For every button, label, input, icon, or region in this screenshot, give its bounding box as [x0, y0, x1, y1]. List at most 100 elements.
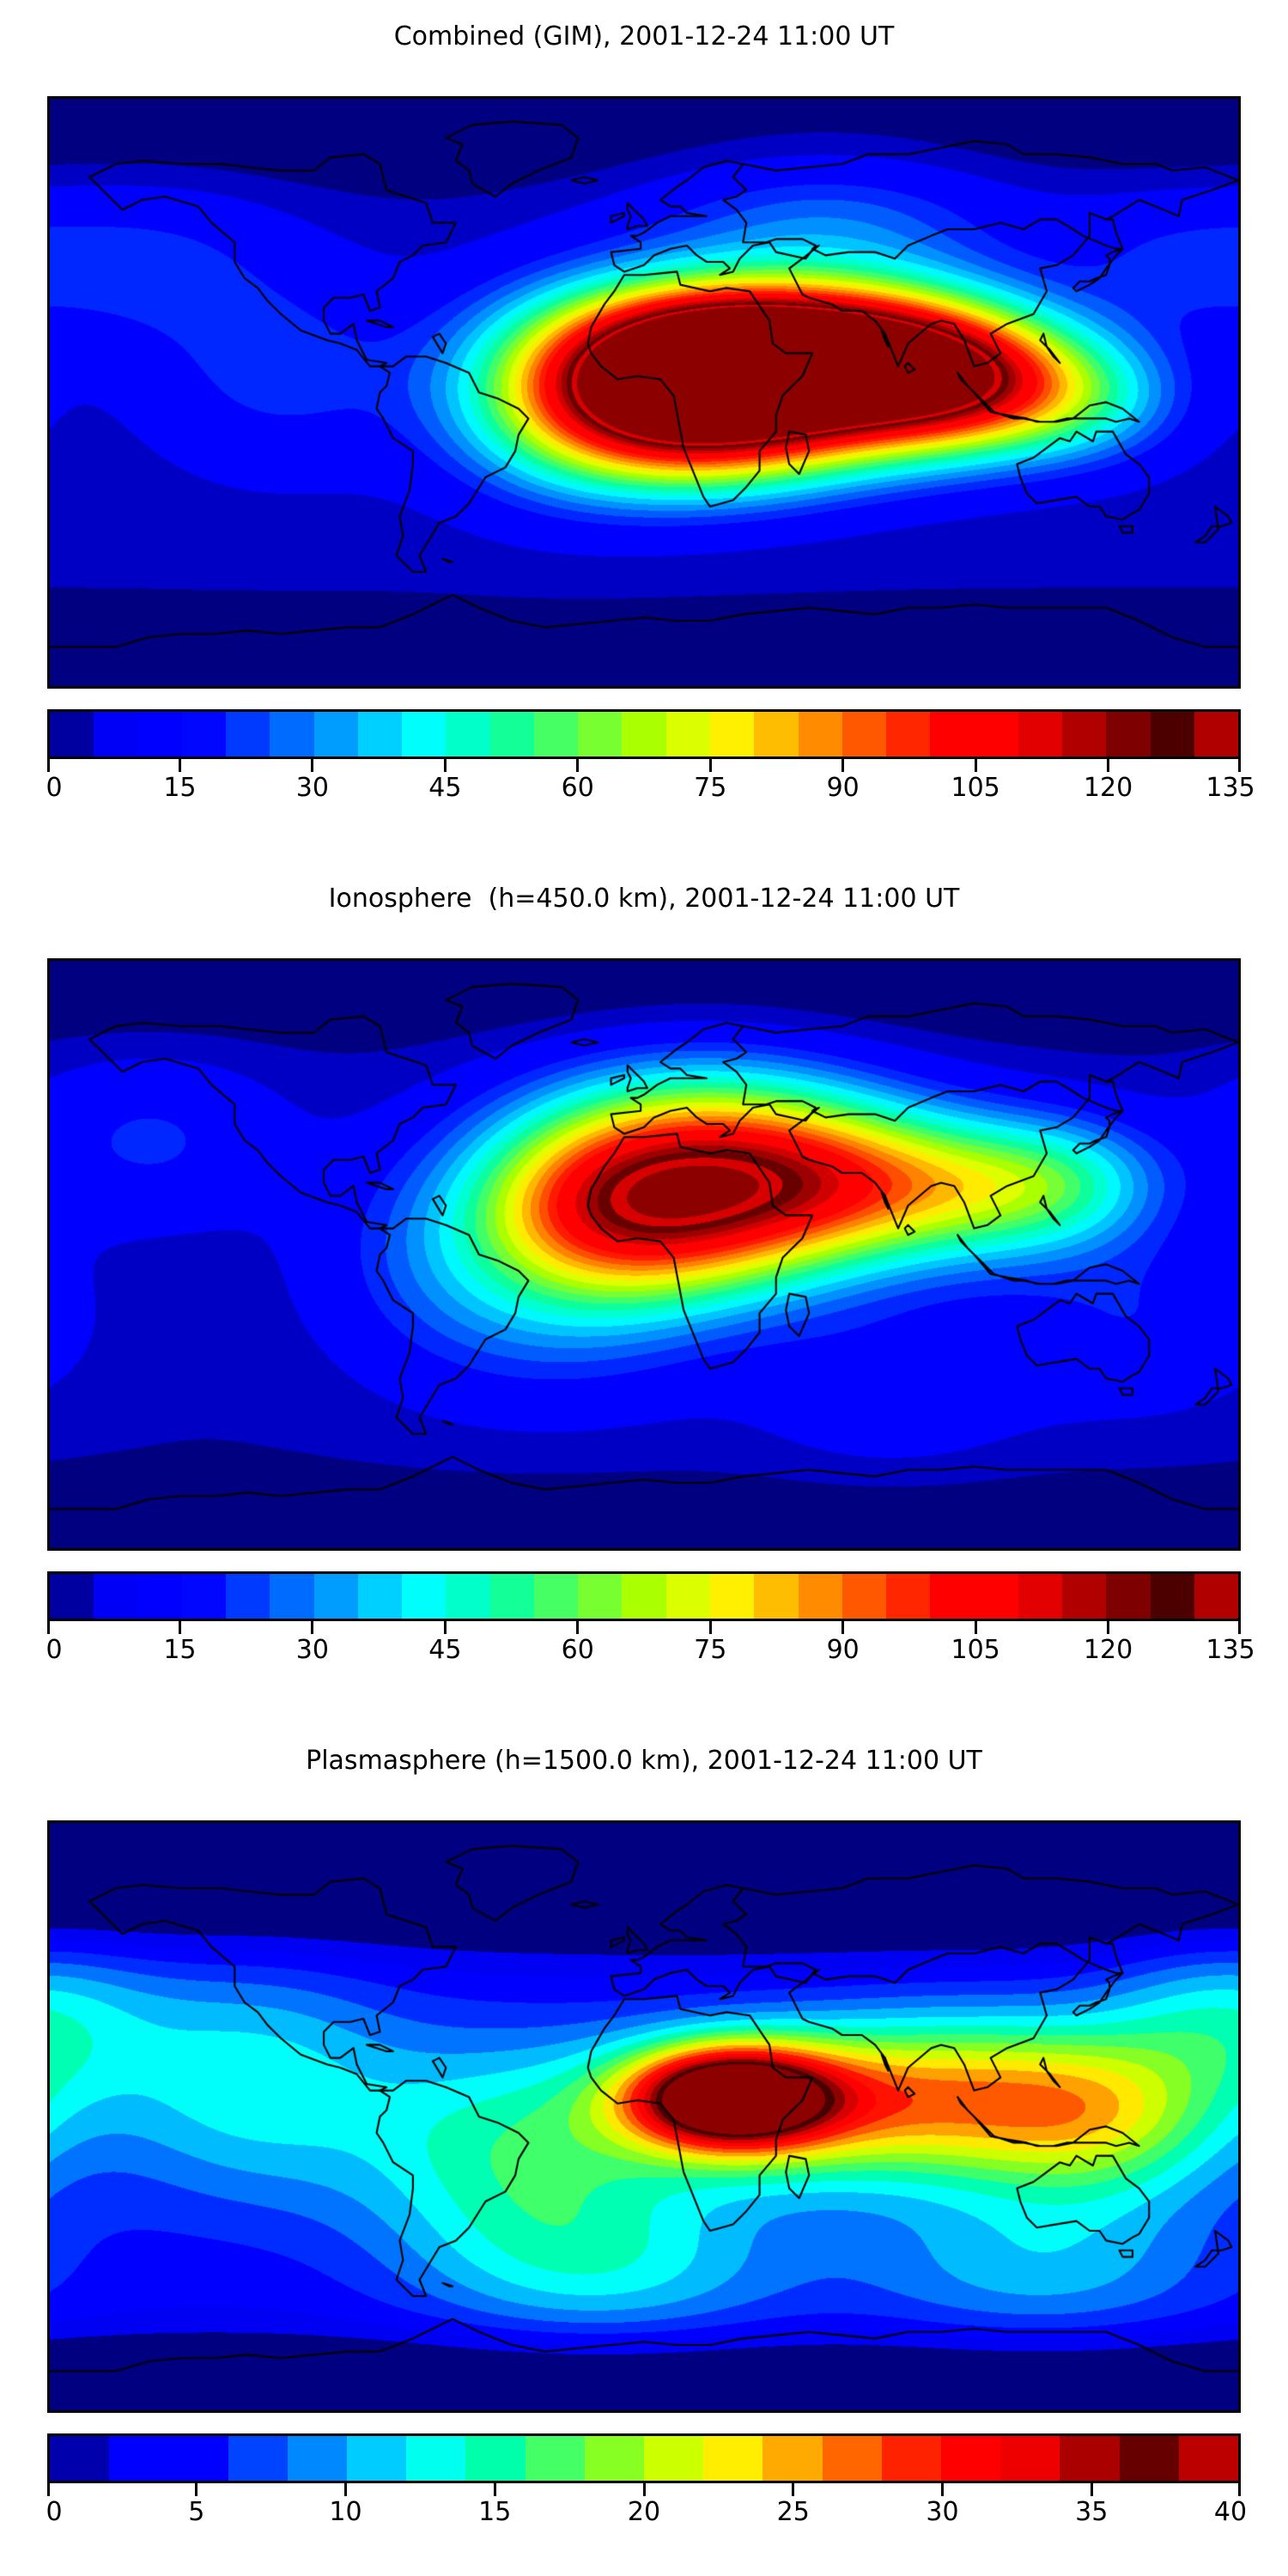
colorbar-segment [1194, 712, 1239, 756]
colorbar-tick-label: 15 [163, 1635, 197, 1665]
colorbar-segment [974, 712, 1018, 756]
colorbar-tick-label: 90 [826, 1635, 860, 1665]
panel-title-ionosphere: Ionosphere (h=450.0 km), 2001-12-24 11:0… [328, 884, 960, 914]
colorbar-segment [622, 1574, 666, 1619]
colorbar-tick [1090, 2483, 1093, 2496]
colorbar-tick [344, 2483, 347, 2496]
colorbar-tick-label: 75 [694, 1635, 727, 1665]
colorbar-tick [1238, 759, 1241, 772]
colorbar-tick-label: 5 [188, 2497, 205, 2527]
colorbar-segment [709, 712, 755, 756]
colorbar-tick-label: 0 [46, 2497, 63, 2527]
colorbar-tick [47, 759, 50, 772]
colorbar-tick-label: 75 [694, 773, 727, 803]
colorbar-tick-label: 35 [1075, 2497, 1109, 2527]
colorbar-tick-label: 15 [163, 773, 197, 803]
colorbar-segment [798, 712, 842, 756]
colorbar-segment [94, 1574, 138, 1619]
colorbar-segment [841, 712, 887, 756]
colorbar-tick-label: 30 [926, 2497, 959, 2527]
world-map-plasmasphere [47, 1820, 1241, 2413]
colorbar-tick [47, 1621, 50, 1634]
colorbar-segment [578, 1574, 623, 1619]
colorbar-plasmasphere-ticks [47, 2483, 1241, 2497]
colorbar-ionosphere-ticks [47, 1621, 1241, 1635]
colorbar-segment [584, 2436, 645, 2481]
colorbar-tick [443, 759, 447, 772]
colorbar-segment [533, 1574, 579, 1619]
colorbar-tick [178, 1621, 181, 1634]
colorbar-tick-label: 10 [329, 2497, 362, 2527]
colorbar-segment [941, 2436, 1001, 2481]
colorbar-tick-label: 30 [295, 1635, 329, 1665]
colorbar-segment [533, 712, 579, 756]
colorbar-segment [1194, 1574, 1239, 1619]
colorbar-segment [226, 1574, 270, 1619]
colorbar-segment [1000, 2436, 1060, 2481]
colorbar-segment [313, 712, 358, 756]
colorbar-tick-label: 60 [561, 1635, 594, 1665]
colorbar-segment [1060, 2436, 1120, 2481]
colorbar-tick-label: 105 [951, 1635, 1000, 1665]
colorbar-segment [357, 712, 403, 756]
colorbar-combined-gradient [47, 709, 1241, 759]
colorbar-segment [287, 2436, 348, 2481]
colorbar-segment [226, 712, 270, 756]
colorbar-segment [881, 2436, 942, 2481]
colorbar-segment [665, 1574, 710, 1619]
colorbar-segment [1062, 1574, 1107, 1619]
colorbar-segment [822, 2436, 882, 2481]
colorbar-segment [489, 1574, 534, 1619]
colorbar-tick [47, 2483, 50, 2496]
colorbar-segment [644, 2436, 704, 2481]
colorbar-segment [974, 1574, 1018, 1619]
colorbar-tick [1238, 2483, 1241, 2496]
colorbar-tick [178, 759, 181, 772]
colorbar-ionosphere-gradient [47, 1571, 1241, 1621]
colorbar-tick-label: 20 [627, 2497, 661, 2527]
tec-field-ionosphere [50, 961, 1238, 1548]
colorbar-segment [1150, 712, 1194, 756]
colorbar-tick [311, 1621, 314, 1634]
colorbar-segment [489, 712, 534, 756]
colorbar-tick-label: 120 [1083, 1635, 1133, 1665]
colorbar-tick [1107, 1621, 1110, 1634]
colorbar-segment [137, 712, 182, 756]
colorbar-tick [195, 2483, 198, 2496]
colorbar-tick [841, 1621, 845, 1634]
colorbar-segment [525, 2436, 585, 2481]
panel-plasmasphere: Plasmasphere (h=1500.0 km), 2001-12-24 1… [0, 1748, 1288, 1774]
colorbar-tick-label: 0 [46, 1635, 63, 1665]
colorbar-segment [313, 1574, 358, 1619]
colorbar-tick-label: 15 [478, 2497, 512, 2527]
panel-ionosphere: Ionosphere (h=450.0 km), 2001-12-24 11:0… [0, 886, 1288, 912]
colorbar-segment [754, 1574, 799, 1619]
colorbar-segment [402, 712, 447, 756]
world-map-combined [47, 96, 1241, 689]
colorbar-segment [1106, 1574, 1151, 1619]
tec-field-combined [50, 99, 1238, 686]
colorbar-segment [1018, 1574, 1063, 1619]
colorbar-tick-label: 105 [951, 773, 1000, 803]
colorbar-ionosphere: 0 15 30 45 60 75 90 105 120 135 [46, 1571, 1255, 1671]
colorbar-combined-ticks [47, 759, 1241, 773]
colorbar-segment [347, 2436, 407, 2481]
colorbar-segment [762, 2436, 823, 2481]
colorbar-segment [622, 712, 666, 756]
colorbar-segment [578, 712, 623, 756]
colorbar-segment [1150, 1574, 1194, 1619]
colorbar-tick [311, 759, 314, 772]
colorbar-segment [446, 1574, 490, 1619]
colorbar-tick [1238, 1621, 1241, 1634]
colorbar-tick-label: 25 [776, 2497, 810, 2527]
colorbar-segment [709, 1574, 755, 1619]
colorbar-segment [703, 2436, 763, 2481]
colorbar-combined: 0 15 30 45 60 75 90 105 120 135 [46, 709, 1255, 809]
colorbar-segment [402, 1574, 447, 1619]
colorbar-tick-label: 135 [1206, 773, 1255, 803]
colorbar-tick-label: 0 [46, 773, 63, 803]
colorbar-segment [270, 1574, 314, 1619]
colorbar-segment [50, 712, 94, 756]
colorbar-tick [1107, 759, 1110, 772]
